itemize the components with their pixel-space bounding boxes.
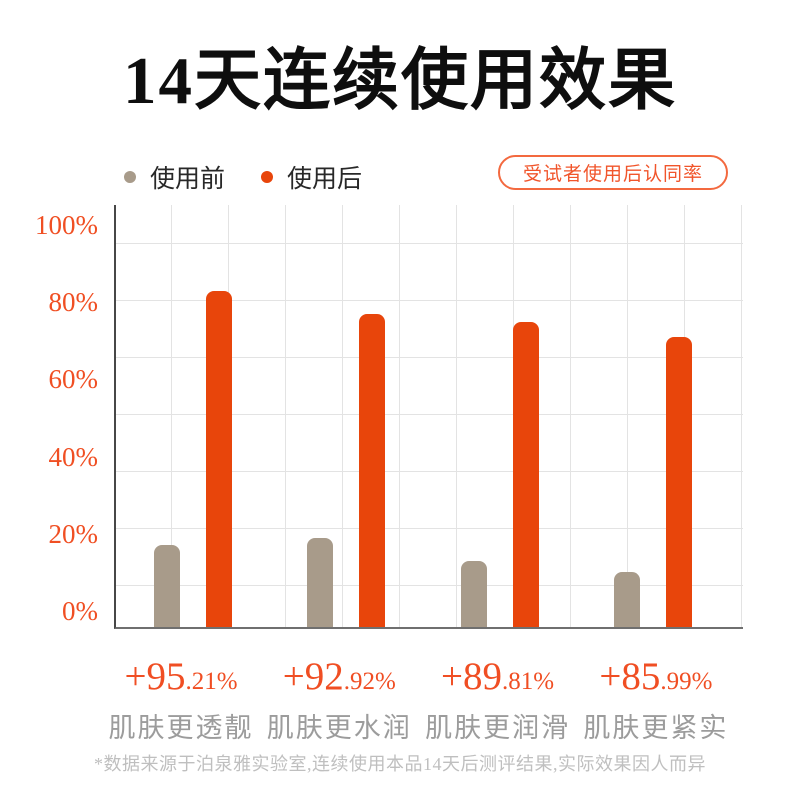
- bar-before-3: [613, 572, 640, 627]
- gain-percentage-1: +92.92%: [244, 655, 434, 707]
- chart-legend: 使用前 使用后: [124, 159, 362, 195]
- gain-main-1: +92: [282, 655, 344, 698]
- gain-sub-3: .99%: [660, 668, 713, 695]
- gain-sub-1: .92%: [343, 668, 396, 695]
- y-tick-0%: 0%: [62, 596, 98, 626]
- bar-after-3: [665, 336, 692, 627]
- gain-percentage-3: +85.99%: [561, 655, 751, 707]
- y-tick-40%: 40%: [48, 441, 99, 472]
- bar-before-0: [154, 545, 180, 627]
- legend-label-after: 使用后: [287, 166, 363, 193]
- gain-main-0: +95: [124, 655, 186, 698]
- gain-main-3: +85: [599, 655, 661, 698]
- legend-dot-before-icon: [124, 171, 136, 183]
- gain-sub-2: .81%: [502, 668, 555, 695]
- y-axis-labels: 100% 80% 60% 40% 20% 0%: [0, 205, 98, 627]
- footnote: *数据来源于泊泉雅实验室,连续使用本品14天后测评结果,实际效果因人而异: [94, 754, 706, 774]
- endorsement-badge: 受试者使用后认同率: [498, 155, 728, 190]
- gain-main-2: +89: [441, 655, 503, 698]
- gain-percentage-0: +95.21%: [86, 655, 276, 707]
- legend-label-before: 使用前: [150, 166, 226, 193]
- result-group-0: +95.21% 肌肤更透靓: [86, 655, 276, 745]
- legend-item-after: 使用后: [261, 159, 362, 195]
- bar-before-1: [307, 537, 334, 627]
- result-group-2: +89.81% 肌肤更润滑: [403, 655, 593, 745]
- legend-item-before: 使用前: [124, 159, 225, 195]
- bar-before-2: [460, 560, 487, 627]
- bar-after-2: [512, 321, 539, 627]
- bar-after-1: [359, 313, 386, 627]
- legend-dot-after-icon: [261, 171, 274, 183]
- category-labels-row: +95.21% 肌肤更透靓 +92.92% 肌肤更水润 +89.81% 肌肤更润滑 +85.…: [100, 655, 750, 747]
- gain-sub-0: .21%: [185, 668, 238, 695]
- y-tick-100%: 100%: [35, 210, 98, 240]
- result-group-3: +85.99% 肌肤更紧实: [561, 655, 751, 745]
- result-group-1: +92.92% 肌肤更水润: [244, 655, 434, 745]
- page-title: 14天连续使用效果: [123, 44, 677, 118]
- y-tick-80%: 80%: [48, 287, 99, 318]
- y-tick-20%: 20%: [48, 518, 99, 549]
- gain-percentage-2: +89.81%: [403, 655, 593, 707]
- category-label-1: 肌肤更水润: [266, 713, 412, 743]
- y-tick-60%: 60%: [48, 364, 99, 395]
- bar-chart-plot-area: [114, 205, 743, 629]
- category-label-0: 肌肤更透靓: [108, 713, 254, 743]
- category-label-3: 肌肤更紧实: [583, 713, 729, 743]
- category-label-2: 肌肤更润滑: [425, 713, 571, 743]
- bar-after-0: [206, 290, 232, 627]
